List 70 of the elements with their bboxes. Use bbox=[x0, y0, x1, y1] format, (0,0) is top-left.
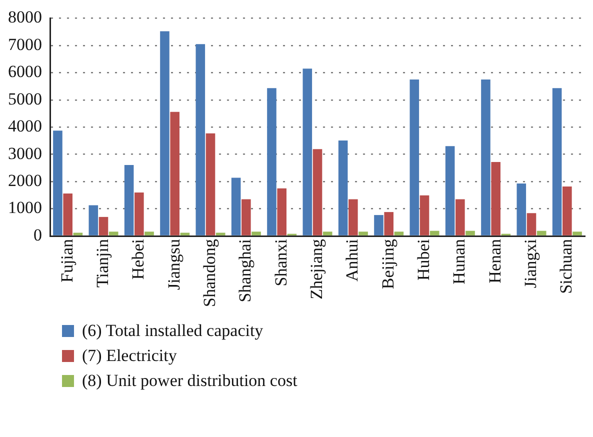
bar bbox=[348, 199, 358, 236]
x-tick-label: Sichuan bbox=[556, 238, 576, 294]
y-tick-label: 5000 bbox=[8, 89, 42, 108]
x-tick-label: Shanghai bbox=[236, 238, 255, 302]
bar bbox=[206, 133, 216, 236]
bar bbox=[216, 232, 226, 236]
x-tick-label: Jiangxi bbox=[520, 238, 540, 288]
bar bbox=[170, 112, 180, 236]
bar bbox=[552, 88, 562, 236]
x-tick-label: Tianjin bbox=[92, 238, 112, 288]
x-tick-label: Shanxi bbox=[271, 238, 290, 286]
y-tick-label: 4000 bbox=[8, 116, 42, 136]
bar bbox=[445, 146, 455, 236]
bar bbox=[358, 232, 368, 236]
y-tick-label: 2000 bbox=[8, 171, 42, 190]
x-tick-label: Shandong bbox=[200, 238, 219, 307]
bar bbox=[196, 44, 206, 236]
x-tick-label: Beijing bbox=[378, 238, 398, 290]
y-tick-label: 3000 bbox=[8, 144, 42, 163]
bar bbox=[124, 164, 134, 236]
bar bbox=[277, 188, 286, 236]
bar bbox=[562, 186, 572, 236]
y-tick-label: 0 bbox=[34, 225, 42, 244]
x-tick-label: Zhejiang bbox=[306, 238, 326, 300]
x-tick-label: Jiangsu bbox=[164, 238, 184, 290]
x-tick-label: Hubei bbox=[414, 238, 433, 281]
bar bbox=[180, 232, 190, 236]
y-tick-label: 7000 bbox=[8, 34, 42, 54]
bar bbox=[63, 194, 72, 236]
bar bbox=[456, 199, 465, 236]
bar bbox=[73, 232, 83, 236]
bar bbox=[88, 205, 98, 236]
bar bbox=[53, 130, 62, 236]
bar bbox=[420, 195, 430, 236]
legend-label: (6) Total installed capacity bbox=[82, 320, 264, 340]
bar bbox=[516, 183, 526, 236]
bar bbox=[430, 230, 440, 236]
bar bbox=[526, 213, 536, 236]
bar bbox=[536, 230, 546, 236]
bar bbox=[252, 232, 261, 236]
bar bbox=[98, 216, 108, 236]
x-tick-label: Hebei bbox=[128, 238, 148, 280]
bar bbox=[231, 178, 241, 236]
bar bbox=[572, 232, 582, 236]
bar bbox=[491, 162, 500, 236]
legend-label: (7) Electricity bbox=[82, 346, 177, 366]
x-tick-label: Hunan bbox=[450, 238, 469, 284]
bar bbox=[481, 79, 490, 236]
y-tick-label: 8000 bbox=[8, 8, 42, 27]
bar bbox=[338, 140, 348, 236]
bar bbox=[410, 79, 420, 236]
bar bbox=[312, 149, 322, 236]
bar bbox=[466, 230, 475, 236]
y-tick-label: 6000 bbox=[8, 62, 42, 82]
bar bbox=[322, 232, 332, 236]
bar bbox=[242, 199, 251, 236]
bar bbox=[160, 31, 170, 236]
x-tick-label: Fujian bbox=[57, 238, 76, 282]
bar bbox=[374, 215, 384, 236]
bar bbox=[267, 88, 276, 236]
bar bbox=[302, 68, 312, 236]
bar bbox=[394, 232, 404, 236]
x-tick-label: Anhui bbox=[342, 238, 362, 282]
x-tick-label: Henan bbox=[485, 238, 504, 284]
bar bbox=[108, 232, 118, 236]
y-tick-label: 1000 bbox=[8, 198, 42, 218]
bar bbox=[384, 212, 394, 236]
bar bbox=[134, 192, 144, 236]
bar bbox=[144, 232, 154, 236]
legend-label: (8) Unit power distribution cost bbox=[82, 370, 298, 390]
